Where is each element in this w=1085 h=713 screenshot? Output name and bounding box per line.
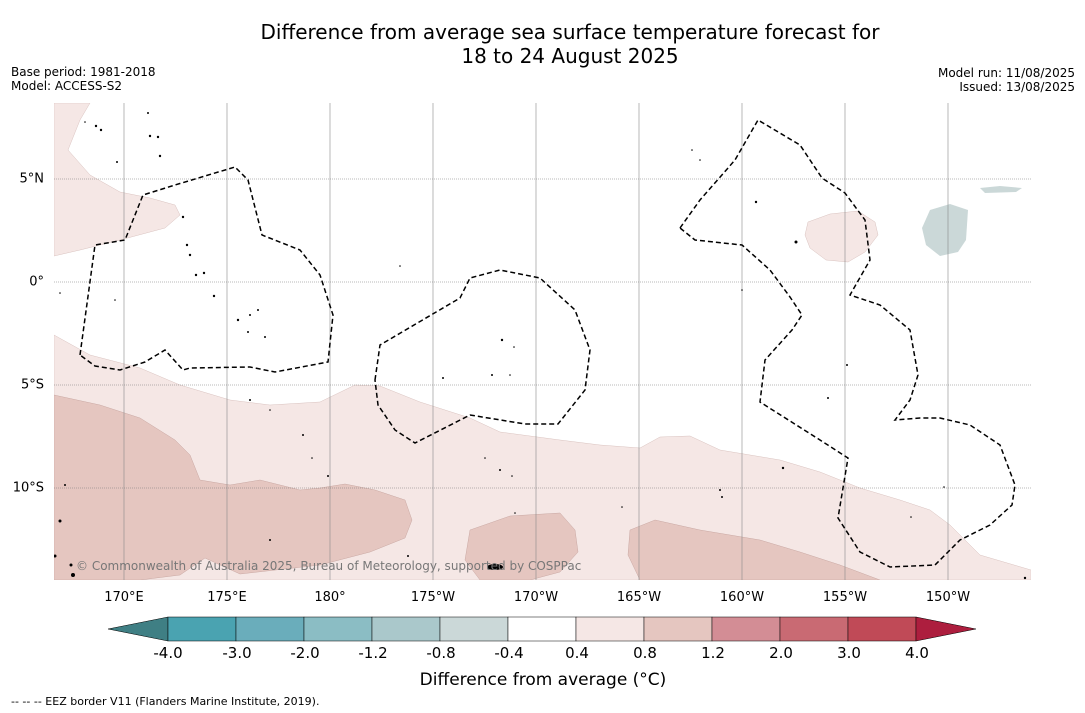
colorbar-tick: -1.2 (358, 644, 388, 662)
base-period: Base period: 1981-2018 (11, 65, 156, 79)
colorbar-segment (575, 616, 645, 642)
colorbar-tick: -0.8 (426, 644, 456, 662)
eez-footnote: -- -- -- EEZ border V11 (Flanders Marine… (11, 695, 320, 708)
colorbar-tick: -2.0 (290, 644, 320, 662)
colorbar-label: Difference from average (°C) (419, 670, 667, 690)
colorbar-segment (167, 616, 237, 642)
model-run: Model run: 11/08/2025 (937, 66, 1075, 80)
colorbar-segment (847, 616, 917, 642)
title-line-2: 18 to 24 August 2025 (461, 44, 679, 68)
lat-label-5n: 5°N (19, 171, 45, 187)
islands (54, 112, 1027, 580)
graticule (123, 103, 949, 580)
anomaly-region-medium-east (627, 519, 881, 580)
eez-borders (79, 118, 1016, 568)
issued-date: Issued: 13/08/2025 (959, 80, 1075, 94)
anomaly-region-cool-east (922, 204, 968, 256)
colorbar-segment (779, 616, 849, 642)
anomaly-region-light-northeast (804, 210, 879, 263)
lon-label-155w: 155°W (822, 590, 868, 605)
lon-label-180: 180° (314, 590, 346, 605)
lon-label-150w: 150°W (925, 590, 971, 605)
colorbar-tick: 0.4 (565, 644, 589, 662)
lat-label-5s: 5°S (20, 377, 44, 393)
lon-label-175w: 175°W (410, 590, 456, 605)
colorbar-segment (711, 616, 781, 642)
colorbar (107, 616, 977, 642)
eez-phoenix (374, 269, 591, 444)
anomaly-region-light-northwest (54, 103, 181, 257)
colorbar-tick: 0.8 (633, 644, 657, 662)
eez-kiribati-gilbert (79, 166, 334, 373)
anomaly-region-medium-southwest (54, 394, 413, 580)
lat-label-10s: 10°S (12, 480, 44, 496)
colorbar-extend-high (915, 616, 977, 642)
model-name: Model: ACCESS-S2 (11, 79, 123, 93)
meta-right: Model run: 11/08/2025 Issued: 13/08/2025 (938, 66, 1075, 94)
lat-label-0: 0° (29, 274, 44, 290)
colorbar-segment (507, 616, 577, 642)
colorbar-tick: -4.0 (153, 644, 183, 662)
colorbar-tick: -3.0 (222, 644, 252, 662)
copyright-notice: © Commonwealth of Australia 2025, Bureau… (76, 559, 582, 573)
colorbar-extend-low (107, 616, 169, 642)
colorbar-tick: 4.0 (905, 644, 929, 662)
meta-left: Base period: 1981-2018 Model: ACCESS-S2 (11, 65, 156, 93)
colorbar-segment (643, 616, 713, 642)
colorbar-tick: 1.2 (701, 644, 725, 662)
title-line-1: Difference from average sea surface temp… (260, 20, 880, 44)
colorbar-tick: 2.0 (769, 644, 793, 662)
anomaly-region-cool-northeast (980, 186, 1022, 193)
colorbar-segment (439, 616, 509, 642)
colorbar-segment (235, 616, 305, 642)
colorbar-segment (371, 616, 441, 642)
map-title: Difference from average sea surface temp… (0, 20, 1085, 68)
lon-label-160w: 160°W (719, 590, 765, 605)
eez-line-islands (678, 118, 1016, 568)
colorbar-tick: 3.0 (837, 644, 861, 662)
lon-label-170w: 170°W (513, 590, 559, 605)
lon-label-175e: 175°E (207, 590, 247, 605)
anomaly-region-medium-central (464, 512, 579, 580)
lon-label-165w: 165°W (616, 590, 662, 605)
colorbar-segment (303, 616, 373, 642)
lon-label-170e: 170°E (104, 590, 144, 605)
colorbar-tick: -0.4 (494, 644, 524, 662)
